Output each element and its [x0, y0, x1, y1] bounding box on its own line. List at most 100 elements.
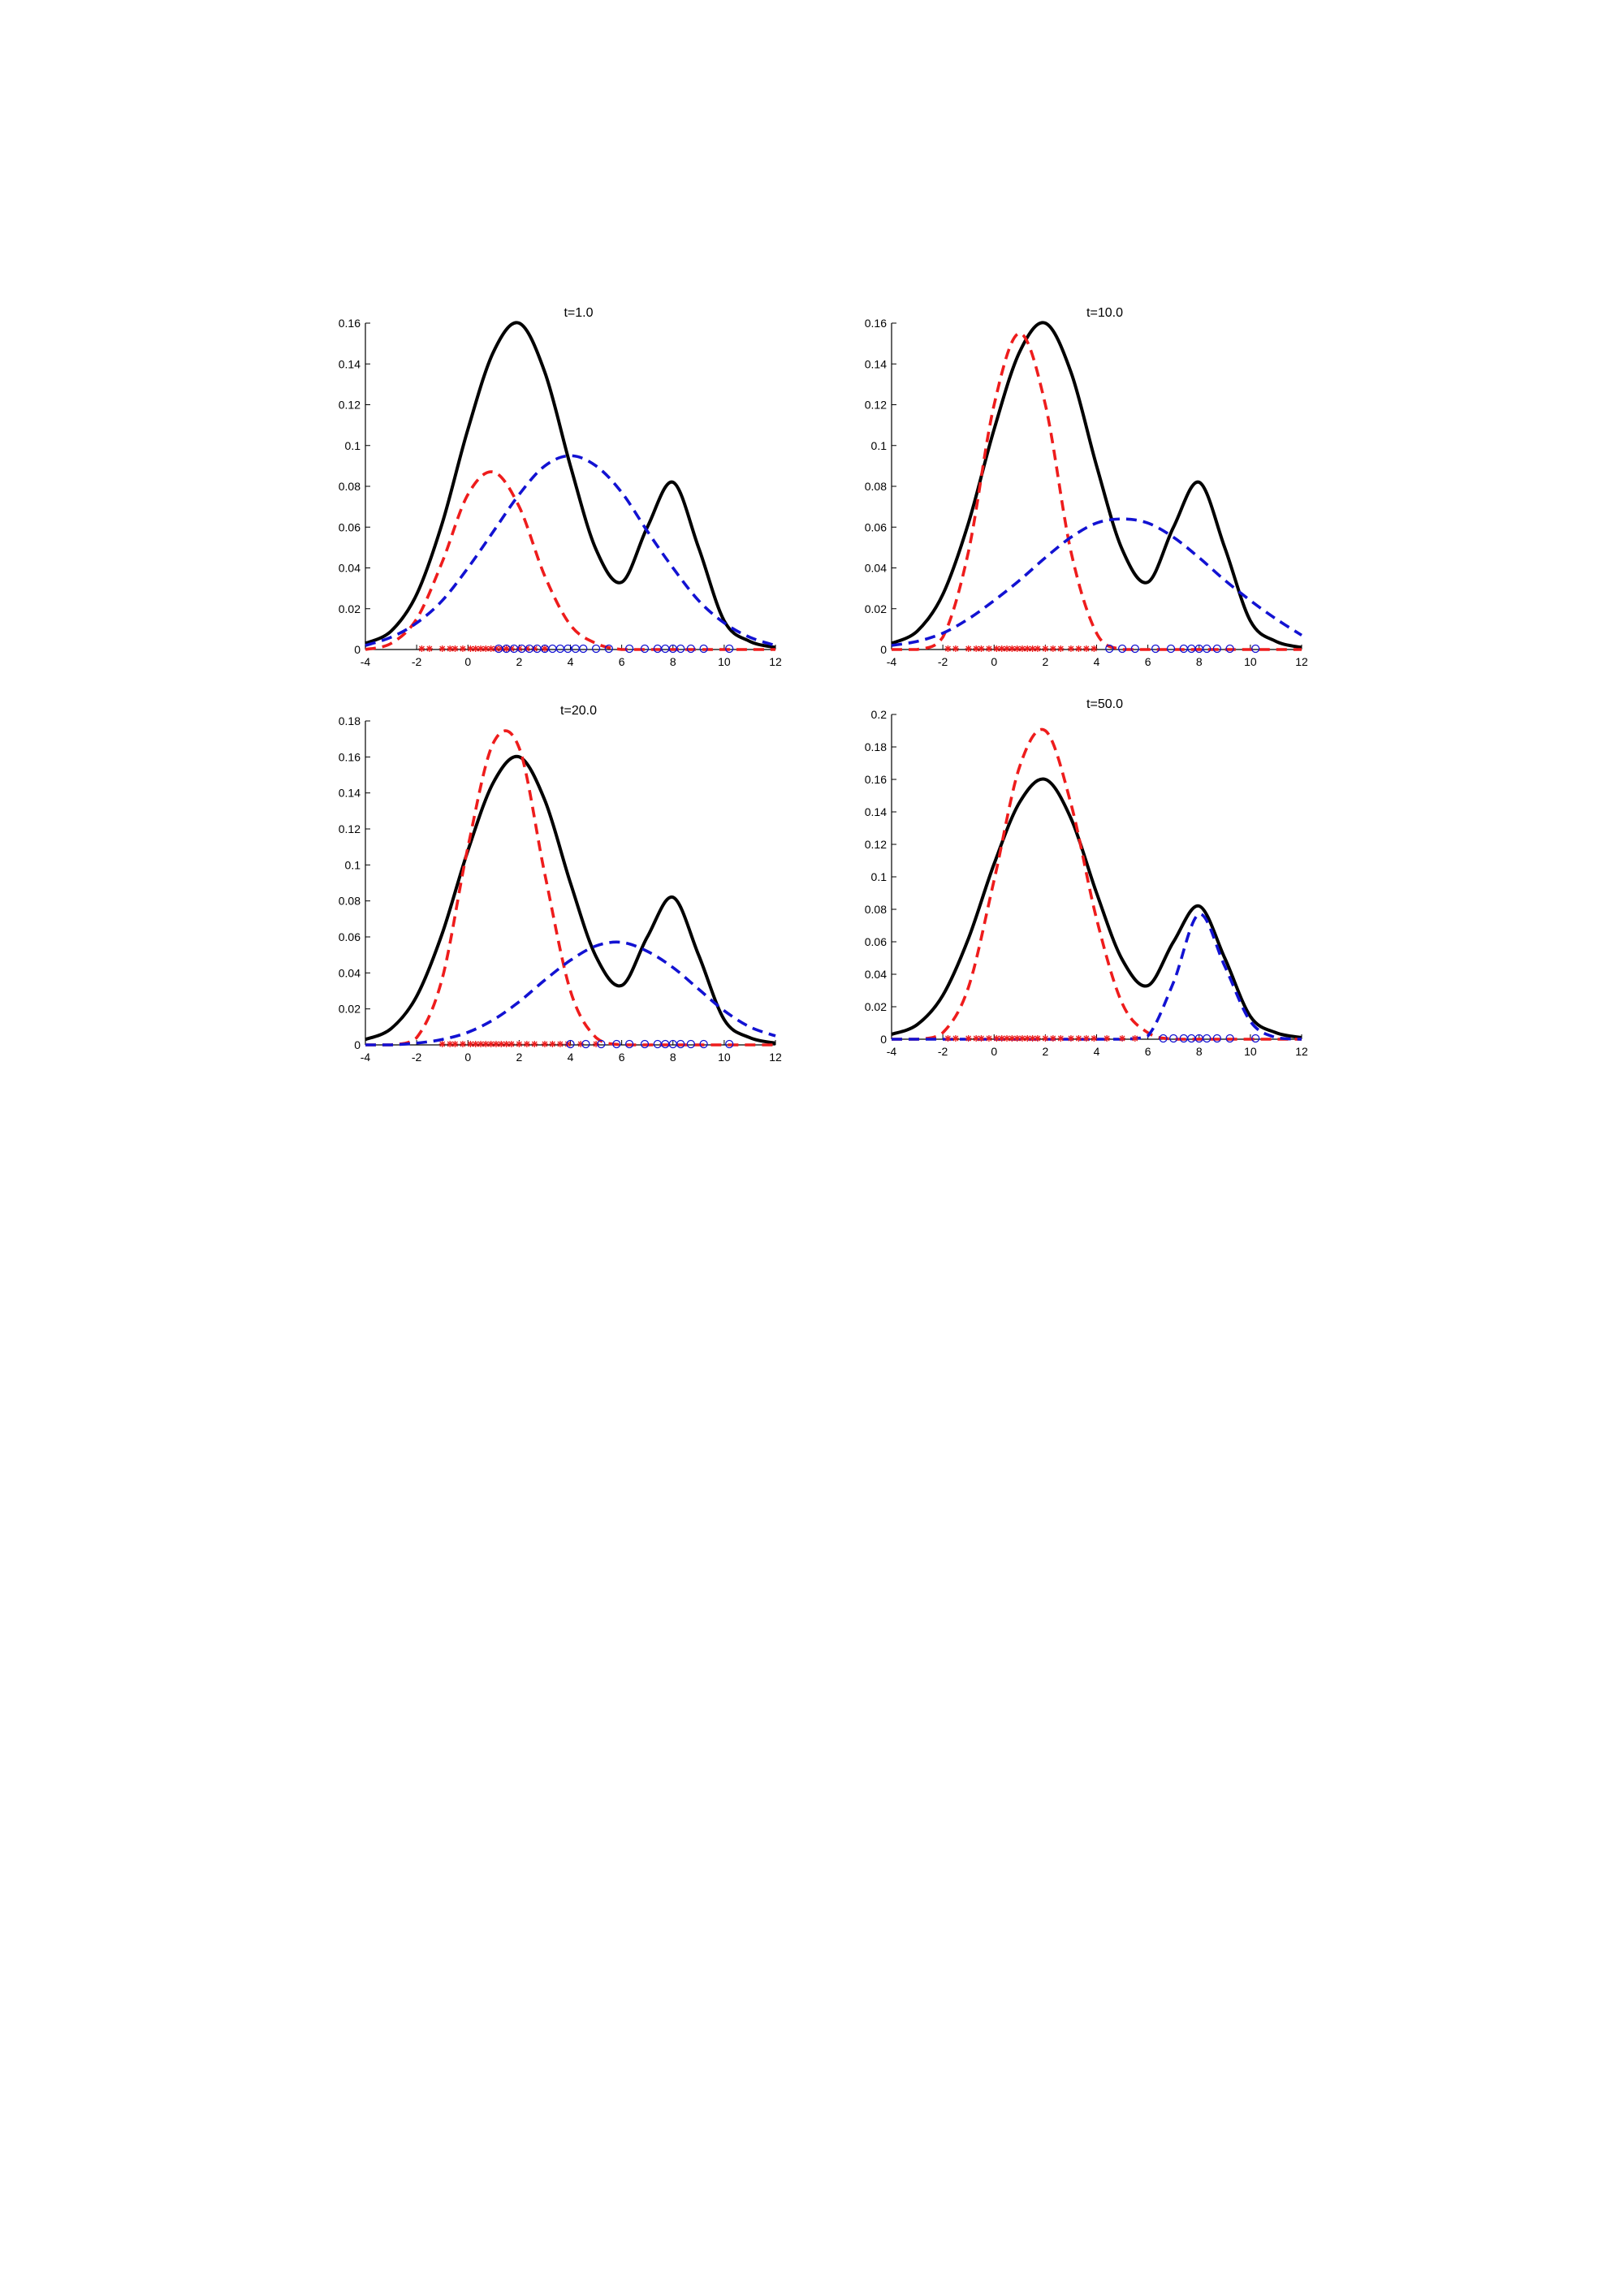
x-tick-label: 6 [1145, 655, 1151, 668]
x-tick-label: 8 [1196, 655, 1203, 668]
sample-marker-asterisk [1119, 1035, 1126, 1042]
y-tick-label: 0.02 [339, 602, 361, 615]
sample-marker-asterisk [425, 645, 433, 652]
sample-marker-asterisk [965, 1035, 972, 1042]
sample-marker-circle [1212, 1034, 1221, 1043]
x-tick-label: -2 [938, 655, 948, 668]
x-tick-label: 2 [1042, 655, 1048, 668]
sample-marker-asterisk [1013, 645, 1021, 652]
total-density-line [365, 321, 776, 650]
x-tick-label: 10 [718, 1051, 731, 1064]
sample-marker-circle [1117, 644, 1127, 654]
sample-marker-asterisk [1029, 1035, 1036, 1042]
sample-marker-asterisk [1057, 645, 1065, 652]
x-tick-label: 4 [1094, 655, 1100, 668]
x-tick-label: 0 [991, 655, 997, 668]
sample-marker-asterisk [516, 645, 523, 652]
sample-marker-asterisk [467, 645, 474, 652]
sample-marker-circle [640, 644, 650, 654]
x-tick-label: 6 [619, 1051, 625, 1064]
y-tick-label: 0.08 [865, 903, 887, 916]
sample-marker-circle [1225, 644, 1234, 654]
total-density-line [891, 321, 1302, 650]
y-tick-label: 0 [354, 643, 361, 656]
sample-marker-asterisk [564, 1041, 572, 1047]
y-tick-label: 0.06 [865, 935, 887, 948]
sample-marker-asterisk [1067, 1035, 1074, 1042]
sample-marker-asterisk [503, 645, 510, 652]
sample-marker-circle [624, 644, 634, 654]
sample-marker-asterisk [508, 1041, 515, 1047]
y-tick-label: 0.1 [871, 439, 888, 452]
sample-marker-asterisk [1042, 645, 1049, 652]
sample-marker-circle [699, 1039, 708, 1049]
sample-marker-asterisk [438, 645, 446, 652]
sample-marker-circle [566, 1039, 575, 1049]
x-tick-label: 4 [568, 655, 574, 668]
sample-marker-asterisk [1082, 645, 1090, 652]
sample-marker-asterisk [523, 645, 530, 652]
sample-marker-asterisk [503, 1041, 510, 1047]
panel-title: t=10.0 [1086, 306, 1123, 320]
sample-marker-asterisk [498, 645, 505, 652]
x-tick-label: 12 [769, 655, 782, 668]
sample-marker-asterisk [944, 645, 952, 652]
y-tick-label: 0.2 [871, 708, 888, 721]
sample-marker-asterisk [577, 1041, 585, 1047]
sample-marker-asterisk [477, 645, 485, 652]
sample-marker-circle [725, 1039, 734, 1049]
sample-marker-circle [1159, 1034, 1168, 1043]
panel-title: t=50.0 [1086, 697, 1123, 711]
sample-marker-asterisk [1029, 645, 1036, 652]
sample-marker-circle [640, 1039, 650, 1049]
sample-marker-asterisk [451, 1041, 459, 1047]
sample-marker-asterisk [1131, 1035, 1138, 1042]
sample-marker-circle [686, 644, 695, 654]
x-tick-label: 0 [464, 1051, 471, 1064]
sample-marker-asterisk [477, 1041, 485, 1047]
x-tick-label: 4 [568, 1051, 574, 1064]
sample-marker-asterisk [523, 1041, 530, 1047]
sample-marker-asterisk [487, 645, 495, 652]
sample-marker-asterisk [447, 645, 454, 652]
component-2-density-line [365, 940, 776, 1047]
sample-marker-asterisk [487, 1041, 495, 1047]
sample-marker-circle [1212, 644, 1221, 654]
sample-marker-asterisk [952, 645, 959, 652]
sample-marker-asterisk [1049, 1035, 1056, 1042]
sample-marker-asterisk [952, 1035, 959, 1042]
sample-marker-asterisk [482, 645, 490, 652]
y-tick-label: 0.04 [339, 562, 361, 575]
y-tick-label: 0.16 [865, 773, 887, 786]
chart-panel-2: t=10.0 0 0.02 0.04 0.06 0.08 0.1 0.12 0.14 0.16 -4… [865, 306, 1308, 668]
x-tick-label: -4 [361, 1051, 371, 1064]
sample-marker-asterisk [531, 645, 538, 652]
sample-marker-asterisk [1104, 1035, 1111, 1042]
sample-marker-asterisk [593, 1041, 600, 1047]
sample-marker-asterisk [1009, 1035, 1016, 1042]
sample-marker-asterisk [944, 1035, 952, 1042]
y-tick-label: 0.12 [865, 838, 887, 851]
y-tick-label: 0.02 [865, 1000, 887, 1013]
panel-title: t=20.0 [560, 704, 597, 718]
x-tick-label: 4 [1094, 1045, 1100, 1058]
sample-marker-asterisk [1013, 1035, 1021, 1042]
sample-marker-asterisk [1018, 1035, 1026, 1042]
sample-marker-asterisk [492, 645, 499, 652]
y-tick-label: 0.1 [871, 870, 888, 883]
sample-marker-asterisk [447, 1041, 454, 1047]
x-tick-label: 0 [991, 1045, 997, 1058]
y-tick-label: 0.14 [865, 357, 887, 370]
y-tick-label: 0.16 [865, 317, 887, 330]
y-tick-label: 0.1 [345, 858, 361, 871]
y-tick-label: 0 [354, 1038, 361, 1051]
sample-marker-asterisk [993, 1035, 1000, 1042]
y-tick-label: 0.08 [339, 895, 361, 908]
sample-marker-asterisk [467, 1041, 474, 1047]
component-1-density-line [891, 727, 1302, 1041]
sample-marker-asterisk [973, 645, 980, 652]
x-tick-label: 2 [1042, 1045, 1048, 1058]
chart-panel-3: t=20.0 0 0.02 0.04 0.06 0.08 0.1 0.12 0.14 0.16 0.… [339, 704, 782, 1064]
total-density-line [891, 777, 1302, 1039]
